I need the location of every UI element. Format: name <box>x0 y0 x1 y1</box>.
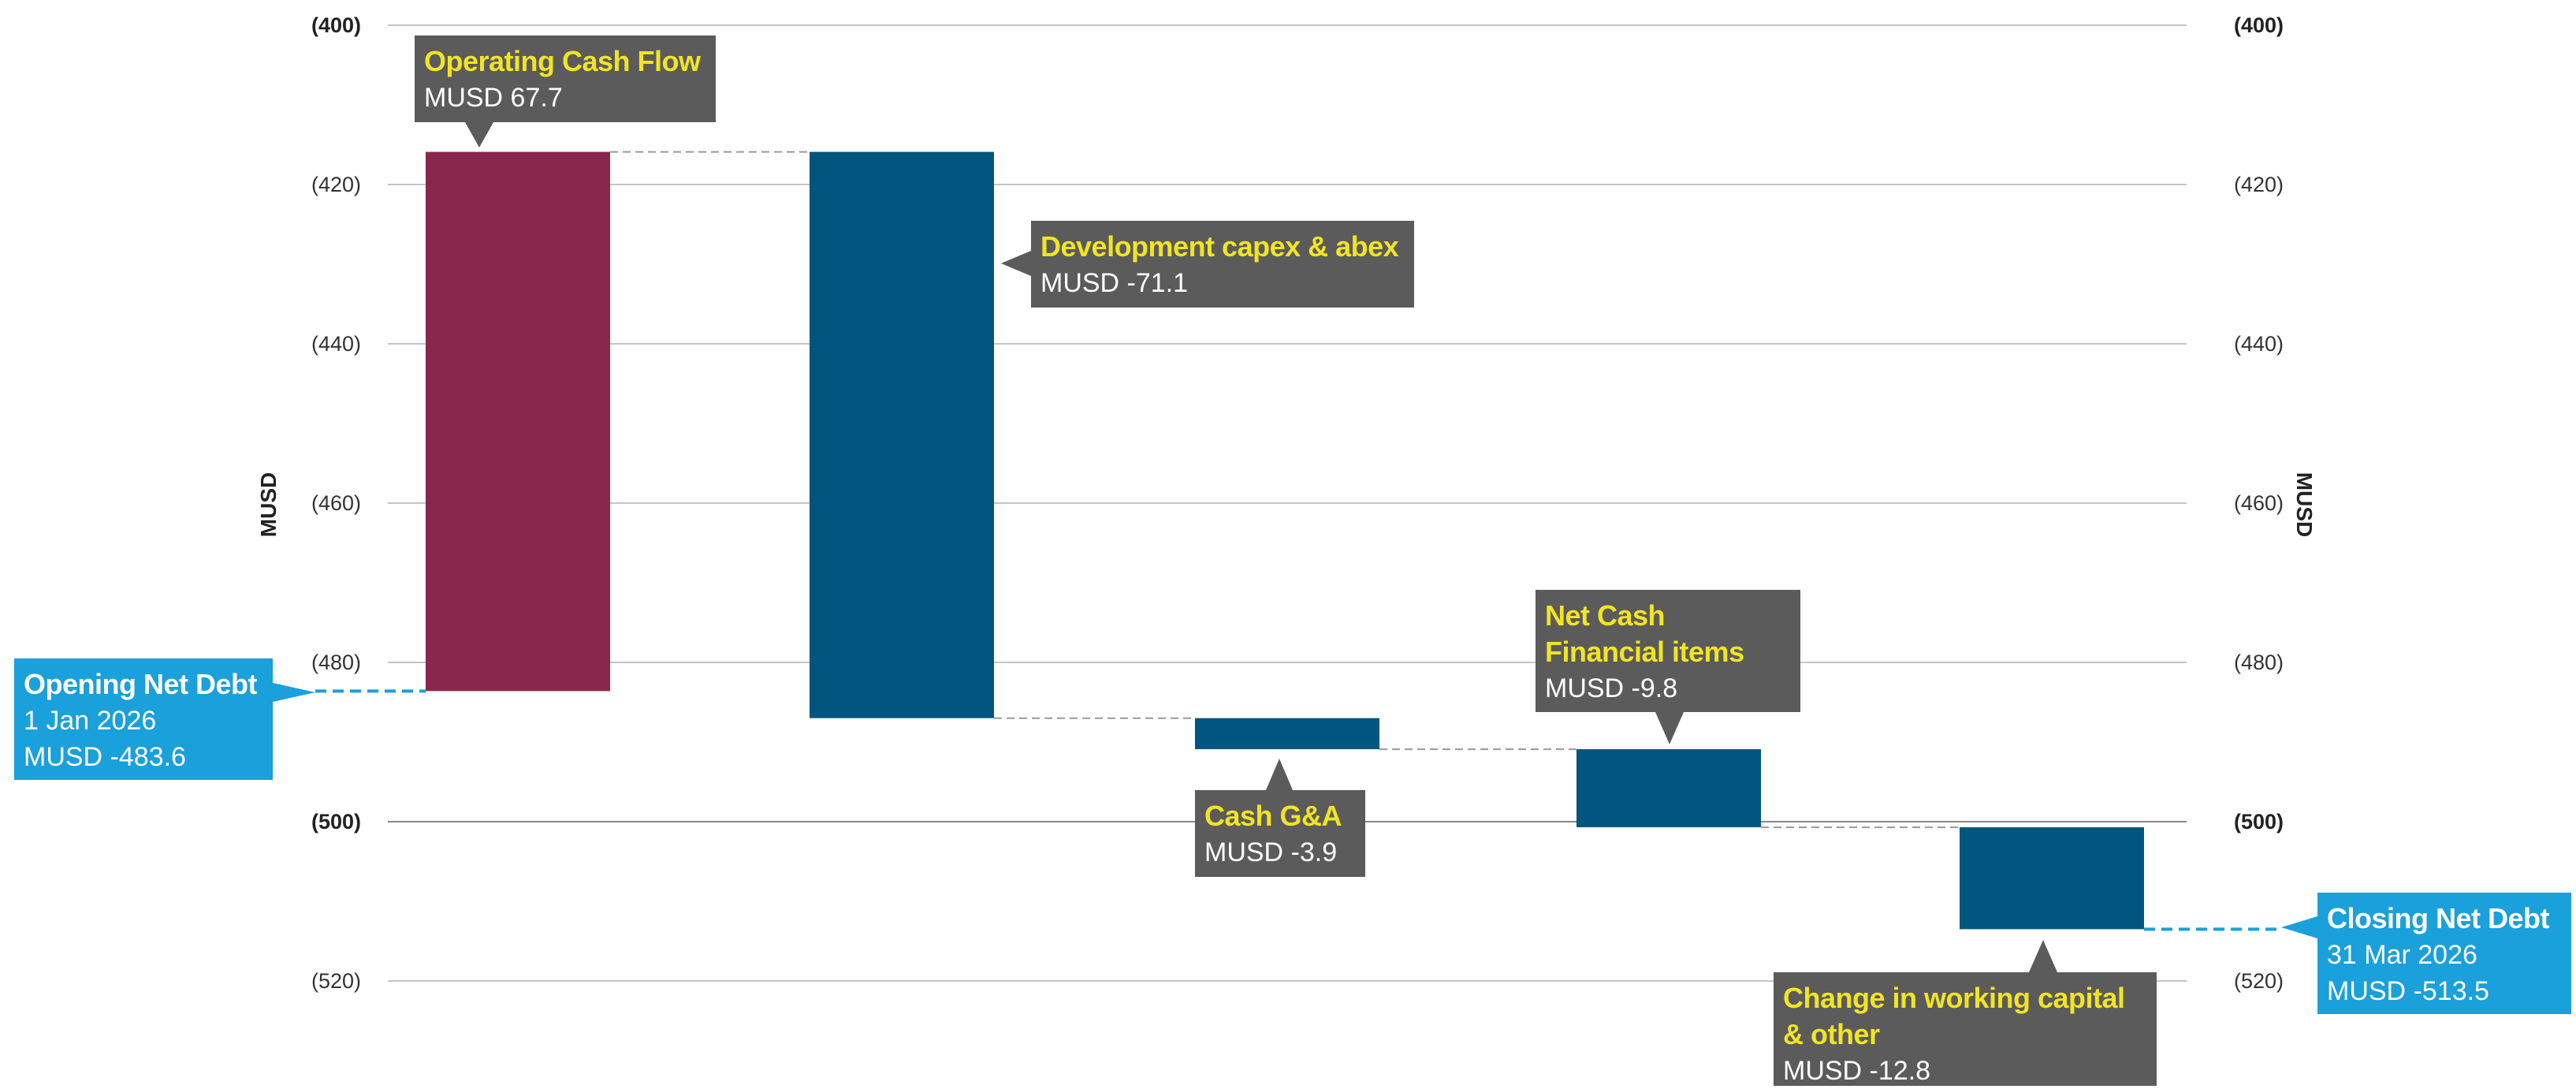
opening-title: Opening Net Debt <box>24 668 258 700</box>
wc-value: MUSD -12.8 <box>1783 1056 1931 1086</box>
ga-value: MUSD -3.9 <box>1204 837 1338 867</box>
wc-title: Change in working capital & other <box>1783 982 2125 1050</box>
y-tick-label-left: (440) <box>311 332 361 356</box>
ncf-title: Net Cash Financial items <box>1545 599 1744 668</box>
waterfall-bar <box>1576 749 1761 828</box>
wc-callout-pointer <box>2029 940 2057 972</box>
y-axis-title-right: MUSD <box>2292 472 2317 537</box>
capex-value: MUSD -71.1 <box>1040 268 1189 298</box>
y-tick-label-left: (480) <box>311 651 361 674</box>
y-tick-label-left: (500) <box>311 810 361 834</box>
y-tick-label-right: (460) <box>2234 491 2284 515</box>
y-tick-label-left: (520) <box>311 969 361 993</box>
y-tick-label-right: (520) <box>2234 969 2284 993</box>
ocf-title: Operating Cash Flow <box>424 45 701 77</box>
closing-title: Closing Net Debt <box>2327 902 2550 934</box>
y-tick-label-left: (400) <box>311 13 361 37</box>
development-capex-callout: Development capex & abex MUSD -71.1 <box>1031 221 1414 308</box>
cash-ga-callout: Cash G&A MUSD -3.9 <box>1195 790 1365 877</box>
capex-callout-pointer <box>1001 251 1031 276</box>
y-tick-label-right: (440) <box>2234 332 2284 356</box>
y-tick-label-right: (420) <box>2234 173 2284 196</box>
closing-net-debt-callout: Closing Net Debt 31 Mar 2026 MUSD -513.5 <box>2317 893 2571 1014</box>
closing-date: 31 Mar 2026 <box>2327 940 2477 970</box>
waterfall-bar <box>426 151 610 692</box>
capex-title: Development capex & abex <box>1040 230 1399 263</box>
net-cash-financial-callout: Net Cash Financial items MUSD -9.8 <box>1536 590 1800 712</box>
y-axis-title-left: MUSD <box>256 472 281 537</box>
opening-value: MUSD -483.6 <box>24 742 186 772</box>
y-tick-label-left: (420) <box>311 173 361 196</box>
ncf-callout-pointer <box>1655 712 1684 744</box>
opening-callout-pointer <box>273 683 315 702</box>
y-tick-label-left: (460) <box>311 491 361 515</box>
ocf-value: MUSD 67.7 <box>424 83 563 113</box>
ga-title: Cash G&A <box>1204 800 1342 832</box>
waterfall-bar <box>1195 718 1379 750</box>
ocf-callout-pointer <box>465 122 493 147</box>
operating-cash-flow-callout: Operating Cash Flow MUSD 67.7 <box>415 35 716 122</box>
closing-callout-pointer <box>2281 916 2317 938</box>
ga-callout-pointer <box>1266 759 1293 790</box>
working-capital-callout: Change in working capital & other MUSD -… <box>1774 972 2157 1086</box>
y-tick-label-right: (480) <box>2234 651 2284 674</box>
closing-value: MUSD -513.5 <box>2327 976 2489 1006</box>
ncf-value: MUSD -9.8 <box>1545 673 1678 703</box>
waterfall-bar <box>1960 827 2144 930</box>
y-tick-label-right: (500) <box>2234 810 2284 834</box>
opening-net-debt-callout: Opening Net Debt 1 Jan 2026 MUSD -483.6 <box>14 658 273 780</box>
opening-date: 1 Jan 2026 <box>24 706 157 736</box>
waterfall-bar <box>810 151 994 718</box>
y-tick-label-right: (400) <box>2234 13 2284 37</box>
